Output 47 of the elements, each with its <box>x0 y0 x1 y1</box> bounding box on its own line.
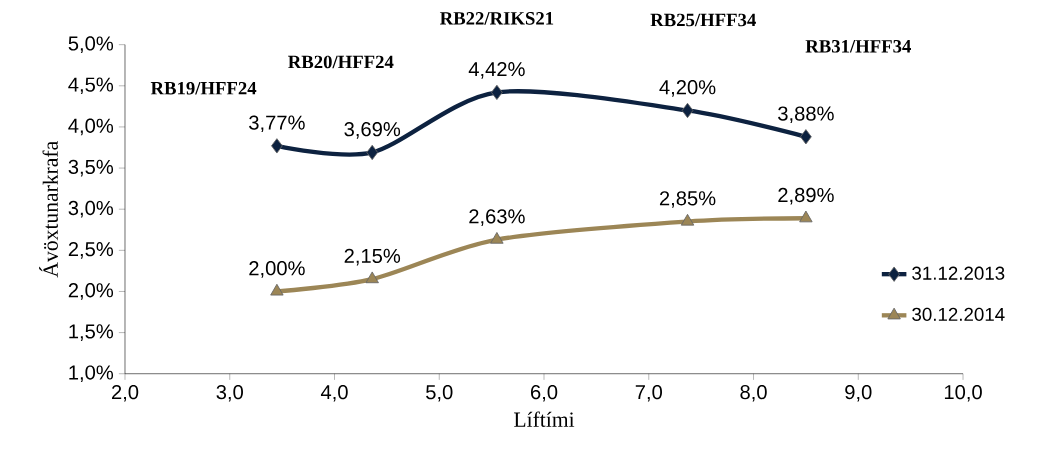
data-label: 4,42% <box>468 62 525 79</box>
x-tick-label: 10,0 <box>944 384 982 402</box>
data-label: 4,20% <box>659 80 716 97</box>
point <box>365 271 379 284</box>
x-tick-label: 9,0 <box>845 384 872 402</box>
y-tick-label: 5,0% <box>68 36 114 54</box>
x-tick-label: 6,0 <box>531 384 558 402</box>
y-tick-label: 3,5% <box>68 159 114 177</box>
y-axis-title: Ávöxtunarkrafa <box>39 141 58 278</box>
text: RB25/HFF34 <box>650 13 756 27</box>
x-tick-label: 3,0 <box>216 384 243 402</box>
y-tick-label: 4,5% <box>68 77 114 95</box>
data-label: 3,77% <box>249 115 305 133</box>
y-tick-label: 2,5% <box>68 242 114 259</box>
point <box>799 210 813 223</box>
legend-label: 30.12.2014 <box>912 307 1005 321</box>
y-tick-label: 1,5% <box>69 324 114 341</box>
point <box>490 232 504 244</box>
x-tick-label: 2,0 <box>112 384 139 402</box>
y-tick-label: 4,0% <box>68 118 114 136</box>
point <box>681 102 694 119</box>
data-label: 2,85% <box>659 191 716 208</box>
point <box>680 213 695 226</box>
point <box>270 283 284 296</box>
data-label: 2,15% <box>344 248 401 266</box>
data-label: 2,63% <box>469 209 525 226</box>
point <box>800 129 812 145</box>
legend-label: 31.12.2013 <box>912 266 1005 280</box>
x-tick-label: 7,0 <box>635 384 663 402</box>
annotation: RB19/HFF24 <box>150 82 257 95</box>
x-tick-label: 5,0 <box>426 384 453 402</box>
text: RB22/RIKS21 <box>439 12 554 25</box>
annotation: RB20/HFF24 <box>288 55 394 69</box>
x-tick-label: 4,0 <box>320 384 348 402</box>
point <box>271 138 283 154</box>
y-tick-label: 3,0% <box>68 200 114 218</box>
annotation: RB31/HFF34 <box>805 40 911 53</box>
data-label: 3,69% <box>344 122 401 139</box>
data-label: 3,88% <box>778 106 834 124</box>
data-label: 2,00% <box>249 261 305 278</box>
x-tick-label: 8,0 <box>740 384 767 402</box>
x-axis-title: Líftími <box>514 411 575 427</box>
y-tick-label: 1,0% <box>69 365 114 383</box>
data-label: 2,89% <box>778 187 834 205</box>
point <box>491 84 503 101</box>
point <box>366 144 379 161</box>
y-tick-label: 2,0% <box>68 283 114 300</box>
